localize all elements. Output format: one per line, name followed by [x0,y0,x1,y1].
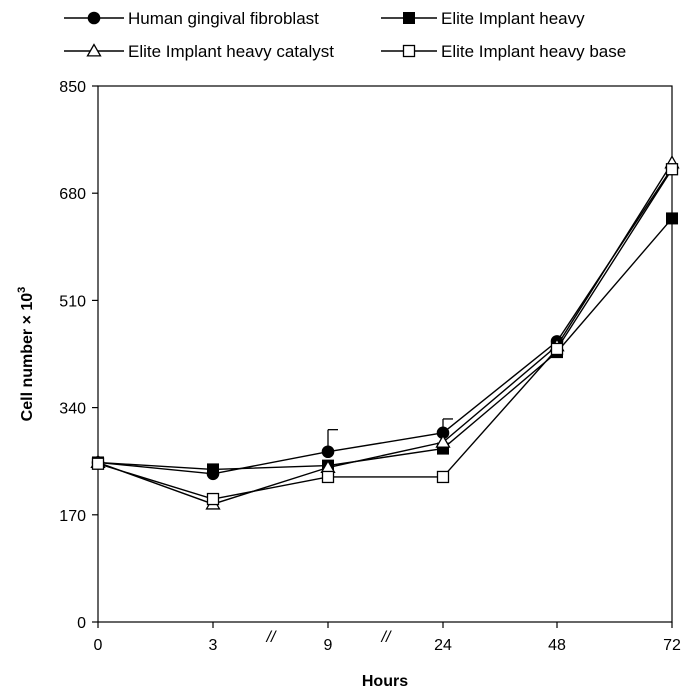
y-tick-label: 850 [59,79,86,96]
x-tick-label: 72 [663,637,681,654]
legend-label: Elite Implant heavy base [441,42,626,61]
y-tick-label: 510 [59,293,86,310]
axis-break-mark: // [266,629,277,646]
y-tick-label: 170 [59,508,86,525]
data-point [435,434,451,448]
legend-marker [402,44,416,58]
series-line [97,217,673,471]
legend-item: Elite Implant heavy catalyst [64,42,334,61]
series-line [97,168,673,500]
legend-item: Elite Implant heavy base [381,42,626,61]
legend-marker [403,12,415,24]
data-point [207,463,219,476]
x-tick-label: 0 [94,637,103,654]
plot-frame [97,85,673,623]
series-layer [90,155,680,510]
x-tick-label: 9 [324,637,333,654]
data-point [665,163,679,176]
data-point [91,457,105,470]
legend-label: Human gingival fibroblast [128,9,319,28]
x-axis: 0 3 9 24 48 72 // // [94,622,681,654]
axis-break-mark: // [381,629,392,646]
legend-marker [87,11,101,25]
legend: Human gingival fibroblast Elite Implant h… [64,9,626,61]
series-2 [92,212,678,476]
y-axis-title-exponent: 3 [16,287,28,293]
y-tick-label: 340 [59,401,86,418]
legend-item: Human gingival fibroblast [64,9,319,28]
series-line [97,162,673,505]
x-tick-label: 24 [434,637,452,654]
y-axis-title-text: Cell number × 10 [19,293,36,422]
data-point [321,470,335,484]
y-tick-label: 0 [77,615,86,632]
series-3 [90,155,680,510]
y-axis-title: Cell number × 103 [16,287,36,422]
legend-label: Elite Implant heavy [441,9,585,28]
legend-marker [86,43,102,57]
x-axis-title: Hours [362,673,408,690]
data-point [436,470,450,484]
series-4 [91,163,679,506]
y-axis: 0 170 340 510 680 850 [59,79,98,632]
series-line [97,167,673,475]
x-tick-label: 3 [209,637,218,654]
data-point [206,492,220,506]
y-tick-label: 680 [59,186,86,203]
data-point [666,212,678,225]
legend-item: Elite Implant heavy [381,9,585,28]
legend-label: Elite Implant heavy catalyst [128,42,334,61]
x-tick-label: 48 [548,637,566,654]
data-point [321,445,335,459]
plot-border [97,85,673,623]
series-1 [91,161,679,481]
data-point [550,342,564,356]
